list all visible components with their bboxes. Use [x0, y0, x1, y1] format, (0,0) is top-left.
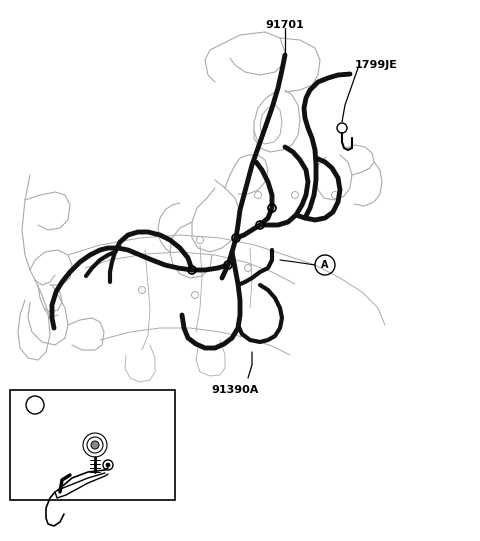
Circle shape [106, 463, 110, 467]
Text: 91701: 91701 [265, 20, 304, 30]
Bar [10, 390, 175, 500]
Text: A: A [32, 400, 38, 410]
Text: 1799JE: 1799JE [355, 60, 398, 70]
Text: 1141AC: 1141AC [91, 400, 139, 410]
Text: A: A [321, 260, 329, 270]
Circle shape [91, 441, 99, 449]
Text: 91390A: 91390A [211, 385, 259, 395]
